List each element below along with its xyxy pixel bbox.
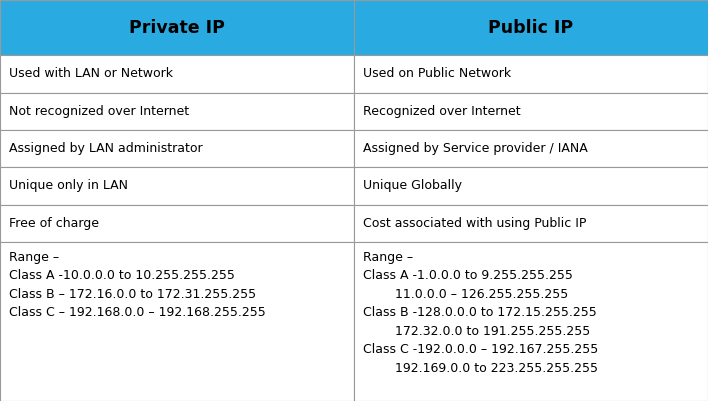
Bar	[0, 55, 354, 93]
Text: Private IP: Private IP	[129, 19, 225, 36]
Bar	[354, 93, 708, 130]
Text: Assigned by LAN administrator: Assigned by LAN administrator	[9, 142, 202, 155]
Text: Used with LAN or Network: Used with LAN or Network	[9, 67, 173, 81]
Bar	[0, 205, 354, 242]
Bar	[354, 205, 708, 242]
Text: Free of charge: Free of charge	[9, 217, 99, 230]
Bar	[0, 93, 354, 130]
Bar	[0, 242, 354, 401]
Text: Public IP: Public IP	[489, 19, 573, 36]
Text: Cost associated with using Public IP: Cost associated with using Public IP	[363, 217, 587, 230]
Text: Assigned by Service provider / IANA: Assigned by Service provider / IANA	[363, 142, 588, 155]
Text: Used on Public Network: Used on Public Network	[363, 67, 511, 81]
Bar	[354, 167, 708, 205]
Bar	[0, 167, 354, 205]
Text: Unique Globally: Unique Globally	[363, 179, 462, 192]
Text: Not recognized over Internet: Not recognized over Internet	[9, 105, 189, 118]
Bar	[354, 0, 708, 55]
Bar	[0, 0, 354, 55]
Bar	[354, 130, 708, 167]
Bar	[0, 130, 354, 167]
Text: Unique only in LAN: Unique only in LAN	[9, 179, 128, 192]
Bar	[354, 242, 708, 401]
Text: Range –
Class A -1.0.0.0 to 9.255.255.255
        11.0.0.0 – 126.255.255.255
Cla: Range – Class A -1.0.0.0 to 9.255.255.25…	[363, 251, 598, 375]
Bar	[354, 55, 708, 93]
Text: Recognized over Internet: Recognized over Internet	[363, 105, 521, 118]
Text: Range –
Class A -10.0.0.0 to 10.255.255.255
Class B – 172.16.0.0 to 172.31.255.2: Range – Class A -10.0.0.0 to 10.255.255.…	[9, 251, 266, 319]
